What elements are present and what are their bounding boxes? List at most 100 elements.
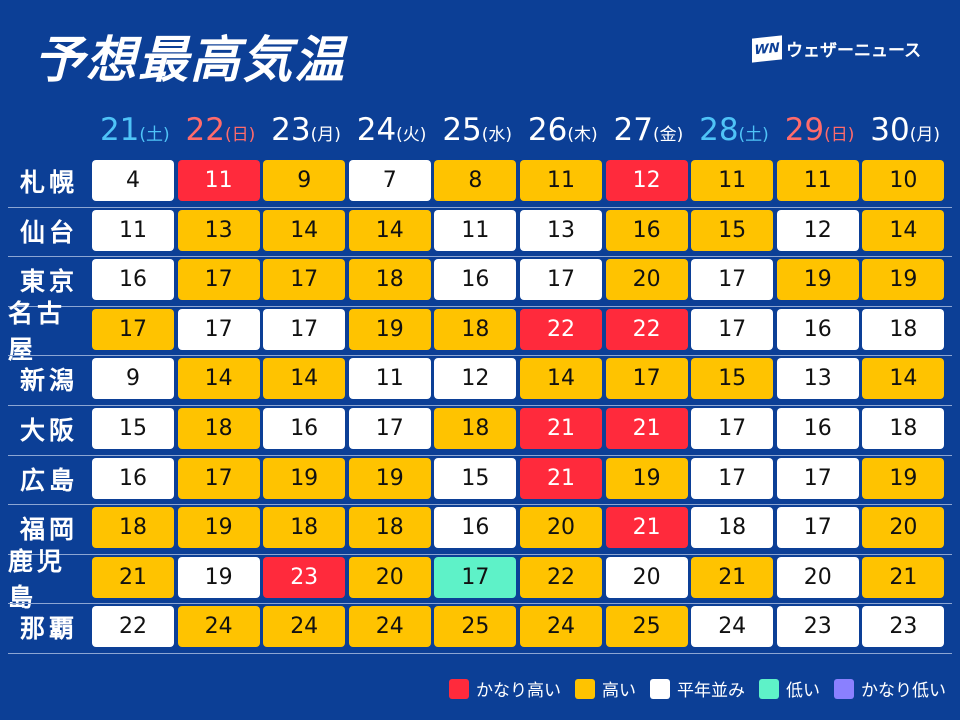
- legend-item: かなり高い: [449, 676, 561, 701]
- day-header: 27(金): [606, 112, 692, 148]
- temperature-cell: 10: [862, 160, 945, 201]
- city-row: 那覇 22 24 24 24 25 24 25 24 23 23: [0, 606, 960, 656]
- temperature-cell: 18: [862, 308, 945, 350]
- temperature-cell: 17: [691, 259, 774, 301]
- temperature-cell: 19: [862, 457, 945, 499]
- temperature-cell: 25: [434, 606, 517, 648]
- temperature-cell: 19: [776, 259, 859, 301]
- temperature-cell: 17: [605, 358, 688, 400]
- day-date: 30: [870, 112, 910, 148]
- temperature-cell: 14: [177, 358, 260, 400]
- temperature-cell: 13: [520, 209, 602, 251]
- temperature-cell: 22: [520, 556, 602, 598]
- temperature-cell: 13: [177, 209, 260, 251]
- temperature-cell: 24: [348, 606, 431, 648]
- temperature-cell: 18: [348, 507, 431, 549]
- temperature-cell: 14: [862, 358, 945, 400]
- city-name: 札幌: [19, 168, 78, 197]
- temperature-cell: 17: [434, 556, 517, 598]
- temperature-cell: 16: [263, 407, 346, 449]
- day-header: 23(月): [263, 112, 349, 148]
- city-row: 新潟 9 14 14 11 12 14 17 15 13 14: [0, 358, 960, 408]
- temperature-cell: 16: [92, 259, 174, 301]
- legend-swatch: [650, 678, 670, 699]
- temperature-cell: 17: [691, 457, 774, 499]
- legend-label: 低い: [786, 681, 820, 701]
- temperature-cell: 14: [263, 358, 346, 400]
- temperature-cell: 11: [691, 160, 774, 201]
- day-date: 25: [442, 112, 482, 148]
- temperature-cell: 11: [434, 209, 517, 251]
- city-row: 鹿児島 21 19 23 20 17 22 20 21 20 21: [0, 546, 960, 612]
- temperature-cell: 17: [691, 308, 774, 350]
- temperature-cell: 11: [520, 160, 602, 201]
- temperature-cell: 16: [605, 209, 688, 251]
- wn-logo-icon: WN: [752, 34, 782, 63]
- temperature-cell: 16: [776, 308, 859, 350]
- temperature-cell: 12: [776, 209, 859, 251]
- temperature-cell: 9: [92, 358, 174, 400]
- temperature-cell: 16: [434, 507, 517, 549]
- temperature-cell: 17: [520, 259, 602, 301]
- temperature-cell: 15: [434, 457, 517, 499]
- temperature-cell: 24: [177, 606, 260, 648]
- temperature-cell: 21: [520, 457, 602, 499]
- temperature-cell: 18: [92, 507, 174, 549]
- city-name: 広島: [19, 465, 78, 495]
- day-header: 22(日): [178, 112, 264, 148]
- temperature-cell: 21: [862, 556, 945, 598]
- day-of-week: (土): [139, 125, 170, 145]
- day-date: 29: [784, 112, 825, 148]
- legend-label: かなり低い: [861, 681, 946, 701]
- city-row: 仙台 11 13 14 14 11 13 16 15 12 14: [0, 209, 960, 260]
- city-name: 新潟: [19, 366, 78, 396]
- temperature-cell: 18: [177, 407, 260, 449]
- temperature-cell: 17: [348, 407, 431, 449]
- temperature-cell: 21: [605, 407, 688, 449]
- legend-item: かなり低い: [834, 676, 946, 701]
- temperature-cell: 24: [263, 606, 346, 648]
- temperature-cell: 21: [92, 556, 174, 598]
- temperature-cell: 12: [434, 358, 517, 400]
- legend-label: 高い: [602, 681, 636, 701]
- city-name: 福岡: [19, 515, 78, 545]
- legend: かなり高い 高い 平年並み 低い かなり低い: [449, 676, 946, 701]
- temperature-cell: 23: [263, 556, 346, 598]
- day-of-week: (火): [396, 125, 427, 145]
- temperature-cell: 17: [177, 308, 260, 350]
- logo-text: ウェザーニュース: [786, 41, 922, 61]
- temperature-cell: 14: [862, 209, 945, 251]
- temperature-cell: 19: [177, 556, 260, 598]
- temperature-cell: 20: [605, 259, 688, 301]
- legend-item: 高い: [575, 676, 636, 701]
- city-name: 鹿児島: [8, 546, 67, 612]
- temperature-cell: 17: [263, 259, 346, 301]
- temperature-cell: 25: [605, 606, 688, 648]
- temperature-cell: 20: [776, 556, 859, 598]
- temperature-cell: 12: [605, 160, 688, 201]
- day-date: 24: [356, 112, 397, 148]
- city-row: 札幌 4 11 9 7 8 11 12 11 11 10: [0, 160, 960, 210]
- day-of-week: (土): [738, 125, 769, 145]
- temperature-cell: 20: [862, 507, 945, 549]
- temperature-cell: 17: [177, 457, 260, 499]
- temperature-cell: 23: [862, 606, 945, 648]
- temperature-cell: 15: [92, 407, 174, 449]
- weathernews-logo: WN ウェザーニュース: [752, 34, 922, 63]
- day-header: 30(月): [862, 112, 948, 148]
- temperature-cell: 15: [691, 358, 774, 400]
- temperature-cell: 14: [263, 209, 346, 251]
- temperature-cell: 22: [520, 308, 602, 350]
- temperature-cell: 20: [348, 556, 431, 598]
- temperature-cell: 20: [605, 556, 688, 598]
- day-header: 25(水): [434, 112, 520, 148]
- temperature-cell: 19: [348, 457, 431, 499]
- day-of-week: (日): [824, 125, 855, 145]
- temperature-cell: 19: [177, 507, 260, 549]
- temperature-cell: 13: [776, 358, 859, 400]
- temperature-cell: 16: [776, 407, 859, 449]
- day-date: 21: [99, 112, 140, 148]
- temperature-cell: 18: [348, 259, 431, 301]
- temperature-cell: 22: [92, 606, 174, 648]
- legend-swatch: [759, 678, 779, 699]
